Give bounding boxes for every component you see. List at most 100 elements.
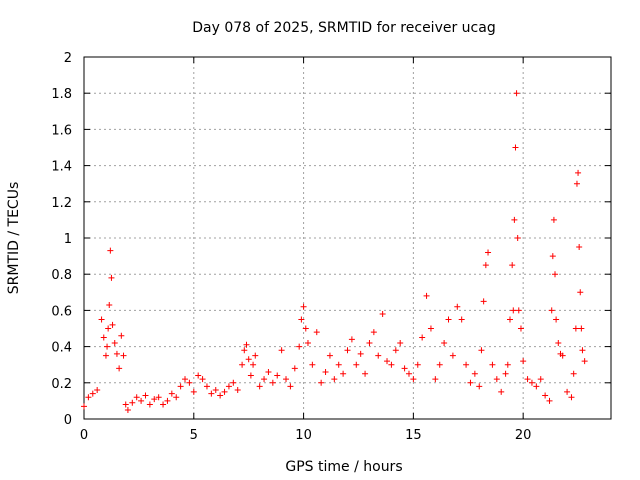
plot-frame	[83, 56, 612, 420]
data-point	[511, 216, 518, 223]
y-tick-label: 1.8	[51, 87, 72, 102]
data-point	[287, 383, 294, 390]
data-point	[552, 271, 559, 278]
data-point	[278, 347, 285, 354]
data-point	[113, 350, 120, 357]
data-point	[138, 397, 145, 404]
data-point	[304, 339, 311, 346]
data-point	[104, 343, 111, 350]
data-point	[177, 383, 184, 390]
data-point	[489, 361, 496, 368]
data-point	[549, 253, 556, 260]
data-point	[388, 361, 395, 368]
data-point	[142, 392, 149, 399]
data-point	[120, 352, 127, 359]
data-point	[106, 301, 113, 308]
data-point	[533, 383, 540, 390]
data-point	[129, 399, 136, 406]
data-point	[331, 376, 338, 383]
data-point	[313, 329, 320, 336]
data-point	[146, 401, 153, 408]
data-point	[102, 352, 109, 359]
data-point	[542, 392, 549, 399]
data-point	[478, 347, 485, 354]
data-point	[208, 390, 215, 397]
data-point	[510, 307, 517, 314]
data-points	[81, 90, 588, 413]
data-point	[375, 352, 382, 359]
data-point	[445, 316, 452, 323]
data-point	[419, 334, 426, 341]
data-point	[195, 372, 202, 379]
data-point	[234, 387, 241, 394]
data-point	[160, 401, 167, 408]
data-point	[98, 316, 105, 323]
y-tick-label: 0	[64, 413, 72, 428]
data-point	[575, 169, 582, 176]
y-axis-label: SRMTID / TECUs	[6, 182, 22, 295]
chart-title: Day 078 of 2025, SRMTID for receiver uca…	[192, 20, 495, 36]
data-point	[186, 379, 193, 386]
data-point	[182, 376, 189, 383]
x-tick-label: 10	[295, 428, 312, 443]
data-point	[432, 376, 439, 383]
data-point	[107, 247, 114, 254]
data-point	[265, 368, 272, 375]
data-point	[203, 383, 210, 390]
data-point	[250, 361, 257, 368]
data-point	[105, 325, 112, 332]
data-point	[155, 394, 162, 401]
y-tick-label: 1	[64, 232, 72, 247]
data-point	[458, 316, 465, 323]
data-point	[414, 361, 421, 368]
data-point	[467, 379, 474, 386]
data-point	[366, 339, 373, 346]
y-tick-label: 2	[64, 51, 72, 66]
data-point	[498, 388, 505, 395]
data-point	[348, 336, 355, 343]
data-point	[513, 90, 520, 97]
data-point	[504, 361, 511, 368]
data-point	[537, 376, 544, 383]
data-point	[168, 390, 175, 397]
data-point	[190, 388, 197, 395]
data-point	[309, 361, 316, 368]
data-point	[480, 298, 487, 305]
data-point	[239, 361, 246, 368]
data-point	[357, 350, 364, 357]
x-tick-label: 20	[515, 428, 532, 443]
y-tick-label: 0.4	[51, 341, 72, 356]
data-point	[109, 321, 116, 328]
data-point	[217, 392, 224, 399]
data-point	[576, 244, 583, 251]
data-point	[230, 379, 237, 386]
data-point	[247, 372, 254, 379]
data-point	[550, 216, 557, 223]
data-point	[555, 339, 562, 346]
data-point	[151, 396, 158, 403]
data-point	[423, 292, 430, 299]
x-tick-label: 15	[405, 428, 422, 443]
data-point	[100, 334, 107, 341]
data-point	[568, 394, 575, 401]
data-point	[405, 370, 412, 377]
x-tick-label: 5	[190, 428, 198, 443]
data-point	[300, 303, 307, 310]
data-point	[578, 325, 585, 332]
data-point	[559, 352, 566, 359]
data-point	[517, 325, 524, 332]
data-point	[573, 180, 580, 187]
data-point	[454, 303, 461, 310]
data-point	[89, 390, 96, 397]
data-point	[512, 144, 519, 151]
data-point	[124, 406, 131, 413]
data-point	[245, 356, 252, 363]
data-point	[296, 343, 303, 350]
data-point	[384, 358, 391, 365]
data-point	[118, 332, 125, 339]
data-point	[506, 316, 513, 323]
data-point	[581, 358, 588, 365]
data-point	[298, 316, 305, 323]
data-point	[553, 316, 560, 323]
